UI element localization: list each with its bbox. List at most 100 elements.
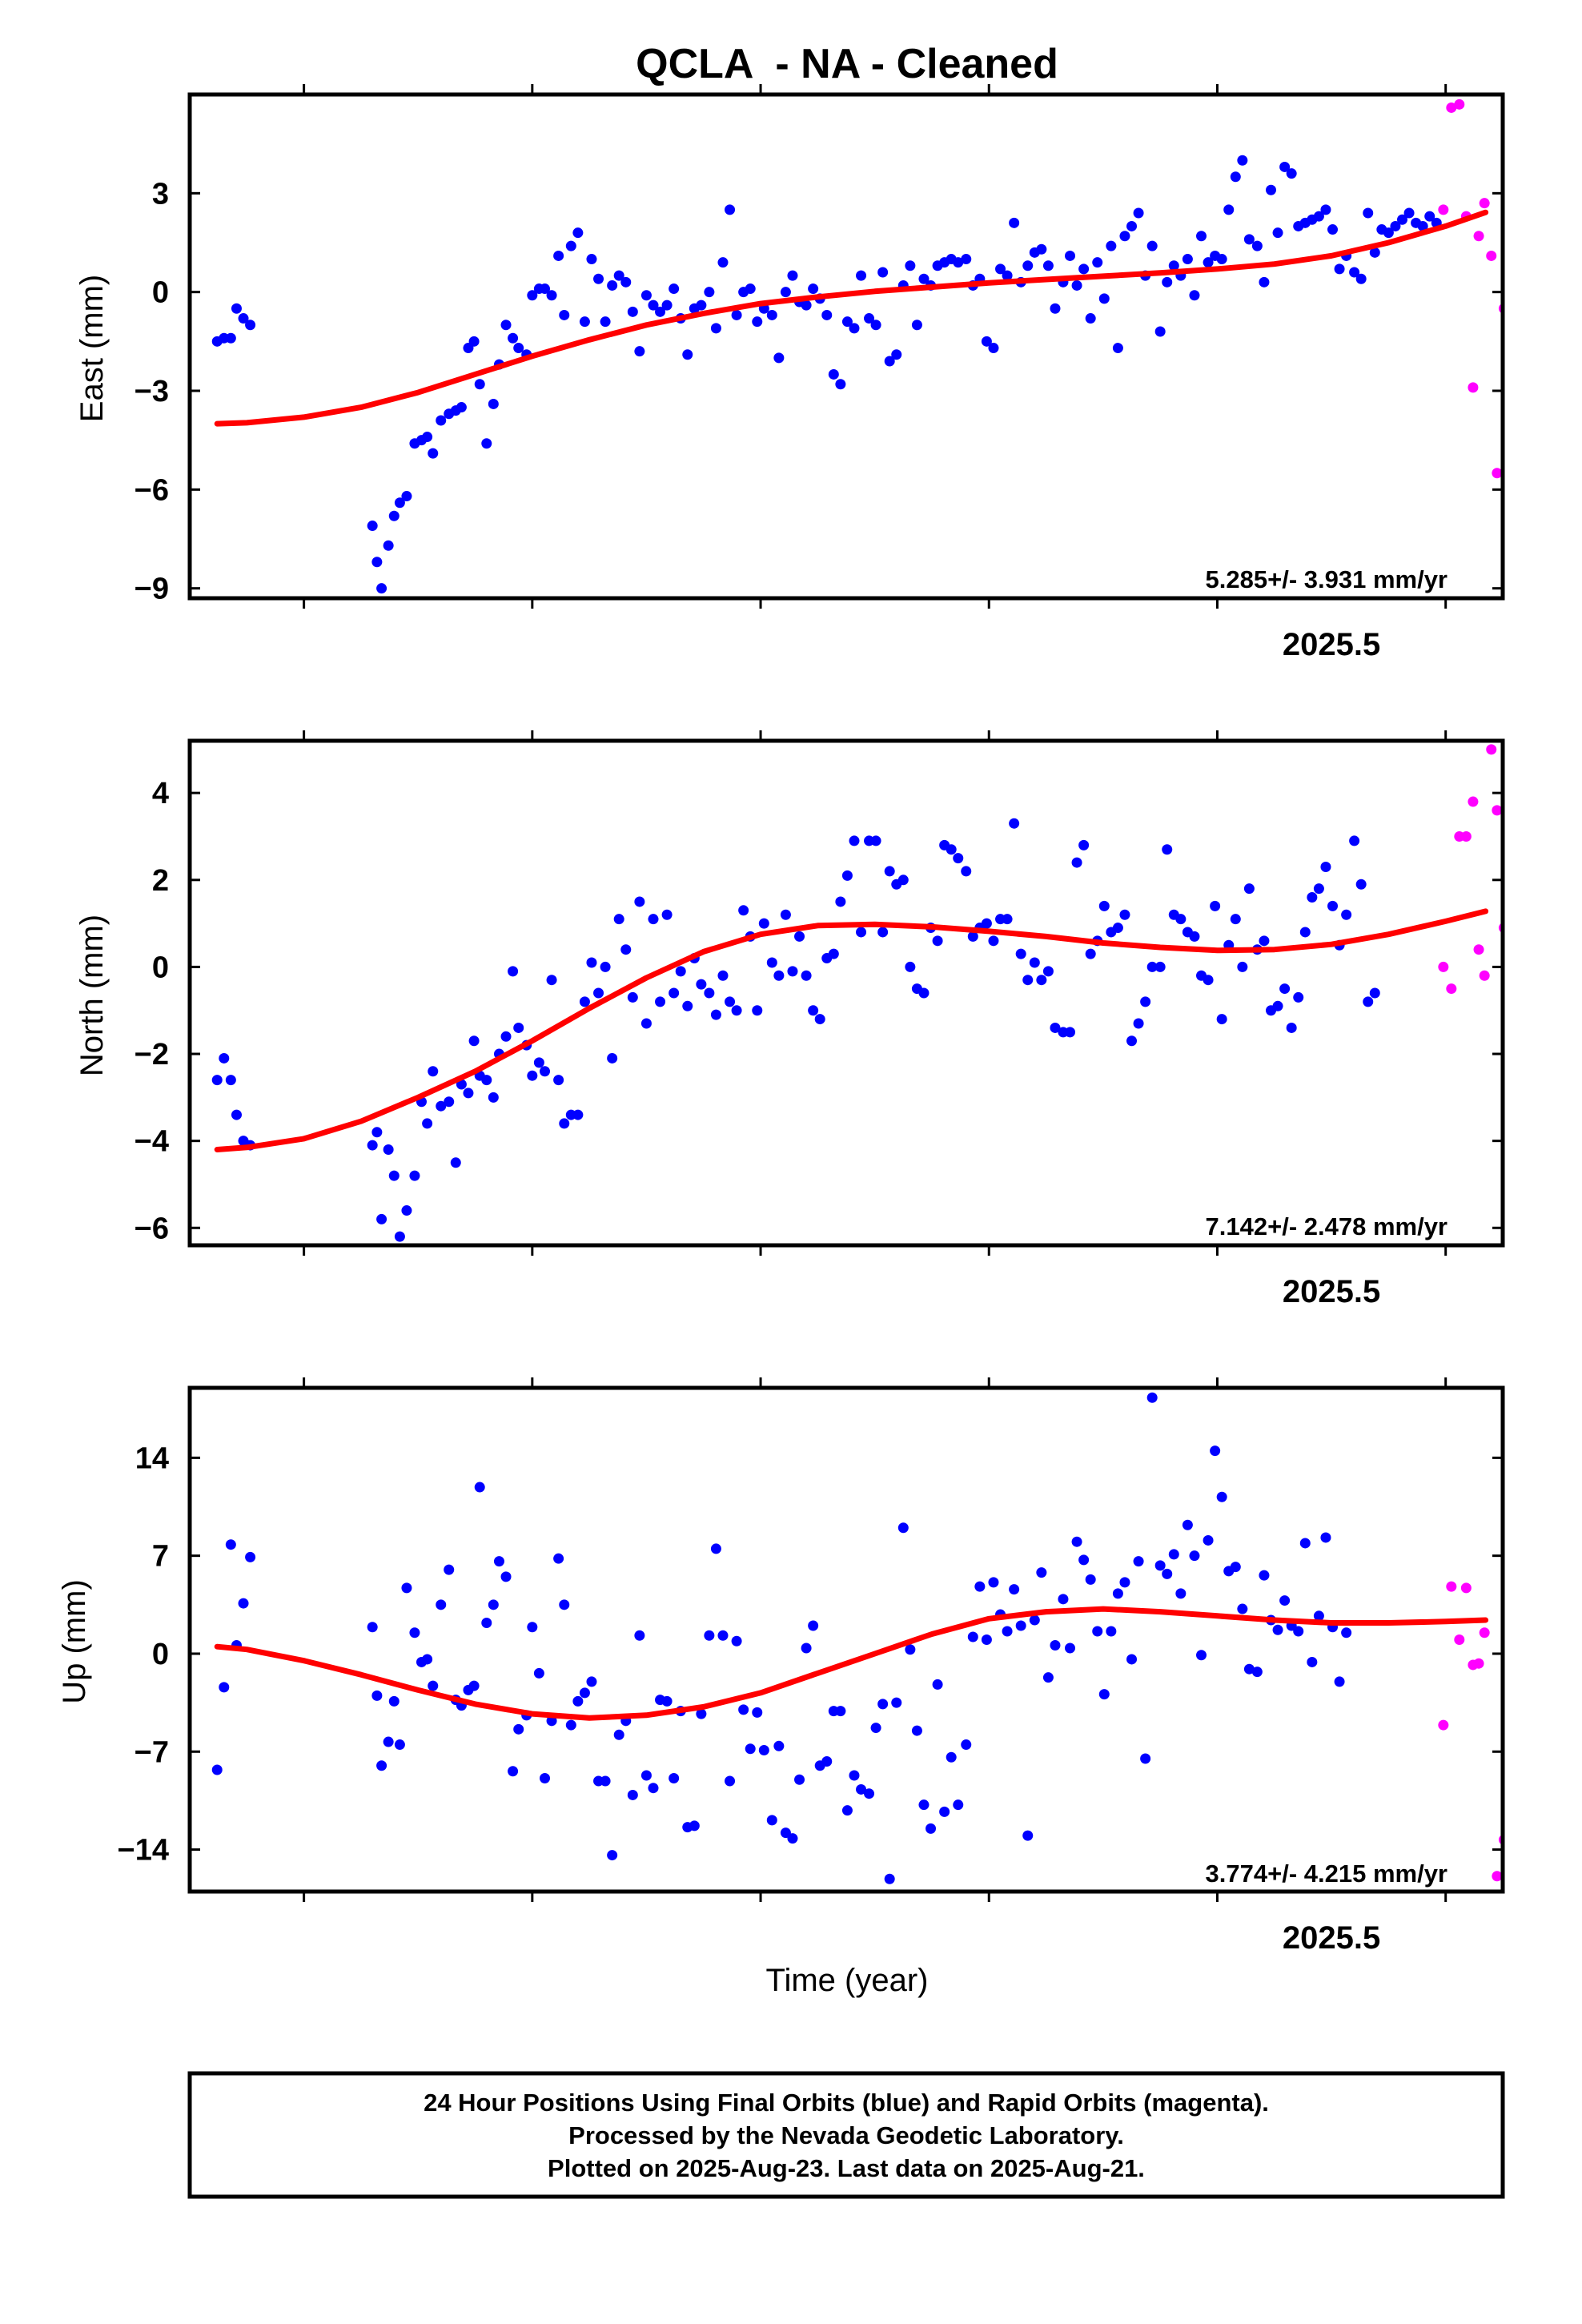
up-rapid-point — [1473, 1658, 1484, 1669]
east-final-point — [1397, 214, 1408, 225]
north-rapid-point — [1468, 796, 1479, 807]
up-panel: Up (mm) 3.774+/- 4.215 mm/yr — [57, 1579, 1447, 1888]
east-final-point — [1355, 273, 1367, 284]
up-final-point — [219, 1682, 230, 1693]
east-final-point — [1279, 161, 1291, 172]
north-final-point — [773, 970, 785, 981]
east-final-point — [891, 349, 902, 360]
north-final-point — [1272, 1000, 1283, 1011]
north-final-point — [717, 970, 729, 981]
up-final-point — [1210, 1445, 1221, 1457]
east-final-point — [1230, 171, 1241, 183]
up-final-point — [648, 1783, 659, 1794]
north-ytick-label: 2 — [152, 864, 169, 898]
north-final-point — [225, 1075, 236, 1086]
east-final-point — [627, 306, 638, 317]
north-final-point — [1162, 844, 1173, 855]
east-rapid-point — [1473, 231, 1484, 242]
up-final-point — [752, 1707, 763, 1718]
up-final-point — [1085, 1574, 1096, 1585]
up-final-point — [877, 1699, 889, 1710]
up-final-point — [794, 1774, 805, 1785]
north-final-point — [1363, 996, 1374, 1007]
up-rapid-point — [1510, 1563, 1520, 1574]
east-final-point — [773, 352, 785, 364]
north-final-point — [1126, 1035, 1138, 1047]
north-rapid-point — [1492, 805, 1503, 816]
north-final-point — [513, 1022, 524, 1033]
north-final-point — [1418, 0, 1428, 6]
east-final-point — [428, 448, 439, 459]
east-final-point — [481, 438, 492, 449]
north-final-point — [1085, 948, 1096, 959]
north-final-point — [669, 987, 680, 999]
east-final-point — [835, 379, 846, 390]
up-final-point — [376, 1760, 387, 1771]
up-final-point — [1106, 1626, 1117, 1637]
up-final-point — [422, 1654, 433, 1665]
north-final-point — [607, 1052, 618, 1063]
up-final-point — [559, 1599, 570, 1610]
east-final-point — [704, 287, 715, 298]
east-final-point — [401, 491, 412, 502]
north-final-point — [1383, 0, 1394, 6]
north-final-point — [1397, 0, 1407, 6]
up-final-point — [1042, 1672, 1054, 1683]
north-final-point — [394, 1231, 405, 1242]
north-final-point — [835, 896, 846, 907]
up-final-point — [710, 1543, 721, 1554]
up-final-point — [988, 1577, 999, 1588]
up-final-point — [939, 1806, 950, 1817]
north-final-point — [553, 1075, 564, 1086]
up-final-point — [474, 1482, 485, 1493]
east-final-point — [1237, 155, 1248, 166]
north-final-point — [884, 866, 895, 877]
north-final-point — [436, 1100, 447, 1112]
north-final-point — [1320, 862, 1331, 872]
up-final-point — [1320, 1532, 1331, 1543]
north-final-point — [546, 975, 557, 986]
up-final-point — [1009, 1584, 1020, 1595]
east-final-point — [546, 290, 557, 301]
east-final-point — [696, 300, 707, 311]
up-final-point — [1411, 0, 1421, 6]
up-final-point — [849, 1770, 860, 1781]
up-final-point — [1404, 0, 1415, 6]
up-final-point — [1293, 1626, 1304, 1637]
east-final-point — [620, 276, 632, 287]
east-final-point — [600, 316, 611, 328]
east-final-point — [1286, 168, 1297, 179]
up-rapid-point — [1492, 1871, 1503, 1882]
up-final-point — [1168, 1549, 1179, 1560]
east-final-point — [801, 300, 812, 311]
up-final-point — [1390, 0, 1400, 6]
up-final-point — [905, 1644, 916, 1655]
east-ytick-label: 0 — [152, 276, 169, 310]
up-final-point — [1036, 1567, 1047, 1578]
east-final-point — [468, 336, 480, 347]
up-final-point — [1196, 1650, 1207, 1661]
up-final-point — [1098, 1689, 1110, 1700]
east-rapid-point — [1492, 468, 1503, 479]
up-rapid-point — [1460, 1582, 1472, 1594]
up-final-point — [1356, 0, 1367, 6]
east-final-point — [1390, 220, 1401, 231]
east-final-point — [1002, 270, 1013, 281]
up-final-point — [367, 1622, 378, 1633]
east-final-point — [527, 290, 538, 301]
north-final-point — [559, 1118, 570, 1129]
north-final-point — [1237, 961, 1248, 972]
east-final-point — [717, 257, 729, 268]
up-final-point — [1133, 1556, 1144, 1567]
east-final-point — [1071, 279, 1082, 291]
north-final-point — [828, 948, 839, 959]
north-final-point — [428, 1066, 439, 1077]
up-final-point — [808, 1620, 819, 1631]
east-final-point — [988, 343, 999, 354]
east-final-point — [648, 300, 659, 311]
up-final-point — [627, 1789, 638, 1800]
east-rapid-point — [1446, 102, 1457, 113]
east-panel: East (mm) 5.285+/- 3.931 mm/yr — [74, 275, 1447, 593]
east-final-point — [1417, 220, 1428, 231]
east-final-point — [1203, 257, 1214, 268]
